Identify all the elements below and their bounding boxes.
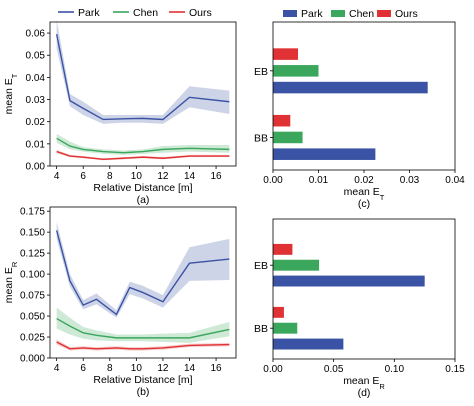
x-tick-label: 0.10 <box>385 364 405 375</box>
panel-b-line-chart: 4 6 8 10 12 14 16 0.000 0.025 0.050 0.075 0.100 0.12… <box>3 206 237 398</box>
confidence-band <box>56 133 230 155</box>
confidence-band <box>56 307 230 343</box>
x-tick-label: 6 <box>80 363 86 374</box>
series-line <box>55 34 230 121</box>
bar <box>273 322 298 334</box>
y-tick-label: 0.100 <box>20 270 45 281</box>
x-tick-label: 10 <box>131 171 143 182</box>
x-axis-label: Relative Distance [m] <box>93 182 192 194</box>
y-tick-label: 0.05 <box>26 51 46 62</box>
panel-caption: (b) <box>137 386 150 398</box>
y-tick-label: 0.050 <box>20 312 45 323</box>
bar <box>273 338 344 350</box>
legend-label: Ours <box>189 7 212 19</box>
confidence-band <box>56 222 230 318</box>
x-tick-label: 16 <box>211 171 223 182</box>
panel-caption: (c) <box>358 198 370 210</box>
series-line <box>56 137 230 154</box>
x-tick-label: 6 <box>80 171 86 182</box>
x-tick-label: 8 <box>107 171 113 182</box>
y-tick-label: 0.150 <box>20 228 45 239</box>
bar <box>273 65 319 77</box>
x-tick-label: 0.03 <box>400 175 420 186</box>
panel-d-bar-chart: EB BB 0.00 0.05 0.10 0.15 mean ER(d) <box>254 218 465 399</box>
panel-caption: (a) <box>137 194 150 206</box>
bar <box>273 148 376 160</box>
legend-swatch <box>283 10 297 17</box>
y-tick-label: 0.04 <box>26 73 46 84</box>
bar <box>273 131 303 144</box>
x-axis-label-subscript: R <box>379 382 385 391</box>
x-tick-label: 14 <box>184 171 196 182</box>
series-line <box>56 317 230 339</box>
bar <box>273 48 299 60</box>
x-tick-label: 16 <box>211 363 223 374</box>
panel-caption: (d) <box>358 387 371 399</box>
x-axis-label: Relative Distance [m] <box>93 374 192 386</box>
bar <box>273 306 284 318</box>
series-line <box>56 341 230 350</box>
plot-frame <box>49 21 237 167</box>
x-tick-label: 0.04 <box>445 175 465 186</box>
legend-swatch <box>377 10 391 17</box>
legend-label: Park <box>78 7 100 19</box>
legend-label: Chen <box>133 7 158 19</box>
x-axis-label-subscript: T <box>380 193 385 202</box>
bar <box>273 114 291 127</box>
panel-a-line-chart: 4 6 8 10 12 14 16 0.00 0.01 0.02 0.03 0.04 0.05 0.06 R… <box>3 7 237 206</box>
bar <box>273 243 293 255</box>
category-label: BB <box>254 323 268 335</box>
confidence-band <box>56 150 230 161</box>
x-tick-label: 0.00 <box>263 364 283 375</box>
plot-frame <box>272 218 456 360</box>
x-tick-label: 12 <box>157 363 169 374</box>
y-axis-label-subscript: R <box>10 261 19 267</box>
y-tick-label: 0.000 <box>20 354 45 365</box>
y-tick-label: 0.06 <box>26 29 46 40</box>
x-tick-label: 0.00 <box>263 175 283 186</box>
y-tick-label: 0.03 <box>26 95 46 106</box>
confidence-band <box>56 339 230 351</box>
category-label: EB <box>254 260 268 272</box>
y-tick-label: 0.01 <box>26 139 46 150</box>
y-tick-label: 0.125 <box>20 249 45 260</box>
y-tick-label: 0.00 <box>26 162 46 173</box>
plot-frame <box>49 206 237 359</box>
y-tick-label: 0.175 <box>20 207 45 218</box>
x-tick-label: 4 <box>54 171 60 182</box>
x-tick-label: 12 <box>157 171 169 182</box>
category-label: EB <box>254 66 268 78</box>
y-tick-label: 0.025 <box>20 333 45 344</box>
bar <box>273 81 428 94</box>
x-axis-label: mean ER <box>343 375 385 391</box>
bar <box>273 275 425 287</box>
y-axis-label-subscript: T <box>10 73 19 78</box>
plot-frame <box>272 21 456 171</box>
x-axis-label: mean ET <box>344 186 385 202</box>
legend-label: Park <box>301 8 323 20</box>
bar <box>273 259 320 271</box>
legend-label: Chen <box>349 8 374 20</box>
series-line <box>56 150 230 161</box>
confidence-band <box>56 19 230 124</box>
y-axis-label: mean ET <box>3 73 19 114</box>
panel-c-bar-chart: EB BB 0.00 0.01 0.02 0.03 0.04 mean ET(c) Park Ch… <box>254 8 465 210</box>
series-line <box>55 230 230 316</box>
legend-label: Ours <box>395 8 418 20</box>
x-tick-label: 14 <box>184 363 196 374</box>
x-tick-label: 10 <box>131 363 143 374</box>
x-tick-label: 4 <box>54 363 60 374</box>
x-tick-label: 0.01 <box>309 175 329 186</box>
x-tick-label: 8 <box>107 363 113 374</box>
y-tick-label: 0.075 <box>20 291 45 302</box>
x-tick-label: 0.05 <box>324 364 344 375</box>
y-axis-label: mean ER <box>3 261 19 303</box>
x-tick-label: 0.02 <box>354 175 374 186</box>
legend-swatch <box>331 10 345 17</box>
category-label: BB <box>254 132 268 144</box>
y-tick-label: 0.02 <box>26 117 46 128</box>
x-tick-label: 0.15 <box>445 364 465 375</box>
